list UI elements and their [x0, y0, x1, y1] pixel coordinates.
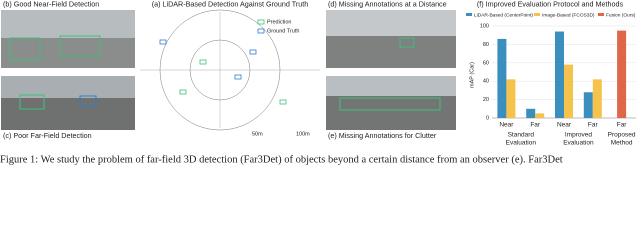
page: {"panels": { "b": {"title": "(b) Good Ne… — [0, 0, 636, 166]
legend-swatch — [598, 13, 604, 16]
box — [19, 94, 45, 110]
ring-label: 100m — [296, 131, 310, 137]
bar — [592, 79, 602, 118]
x-tick-label: Far — [617, 122, 628, 129]
bar — [617, 30, 627, 119]
group-label: Method — [611, 140, 633, 147]
group-label: Proposed — [608, 132, 636, 139]
x-tick-label: Far — [588, 122, 599, 129]
figure: Prediction Ground Truth 50m 100m (b) Goo… — [0, 0, 636, 165]
group-label: Improved — [565, 132, 592, 139]
lidar-boxes — [159, 39, 287, 105]
group-label: Evaluation — [506, 140, 537, 147]
bar — [583, 92, 593, 118]
photo-sky — [1, 76, 135, 98]
bar — [497, 38, 507, 118]
bar — [535, 113, 545, 118]
legend-label: Prediction — [267, 19, 291, 25]
y-tick-label: 60 — [483, 60, 489, 66]
legend-label: Image-Based (FCOS3D) — [542, 12, 595, 18]
box — [79, 95, 97, 107]
chart-title: (f) Improved Evaluation Protocol and Met… — [477, 0, 624, 8]
photo-sky — [1, 10, 135, 38]
legend-label: Ground Truth — [267, 28, 299, 34]
panel-title: (c) Poor Far-Field Detection — [3, 131, 92, 140]
group-label: Evaluation — [563, 140, 594, 147]
panel-title: (b) Good Near-Field Detection — [3, 0, 99, 8]
x-tick-label: Far — [530, 122, 541, 129]
box — [339, 97, 441, 111]
box — [59, 35, 101, 57]
group-label: Standard — [508, 132, 535, 139]
box — [399, 37, 415, 48]
y-tick-label: 0 — [486, 115, 489, 121]
y-tick-label: 80 — [483, 42, 489, 48]
panel-title: (e) Missing Annotations for Clutter — [328, 131, 437, 140]
lidar-view — [140, 9, 320, 131]
caption: Figure 1: We study the problem of far-fi… — [0, 154, 563, 165]
x-tick-label: Near — [557, 122, 572, 129]
bar — [564, 64, 573, 118]
panel-title: (d) Missing Annotations at a Distance — [328, 0, 447, 8]
legend-swatch — [466, 13, 472, 16]
legend-swatch — [257, 19, 265, 25]
bar — [506, 79, 516, 118]
y-tick-label: 20 — [483, 97, 489, 103]
legend-swatch — [534, 13, 540, 16]
box — [9, 37, 41, 61]
photo-sky — [326, 10, 456, 36]
y-tick-label: 40 — [483, 79, 489, 85]
panel-title: (a) LiDAR-Based Detection Against Ground… — [152, 0, 309, 8]
y-axis-label: mAP (Car) — [469, 62, 475, 88]
photo-sky — [326, 76, 456, 96]
x-tick-label: Near — [499, 122, 514, 129]
y-tick-label: 100 — [480, 23, 489, 29]
legend-label: Fusion (Ours) — [606, 12, 636, 18]
bar — [555, 31, 564, 118]
legend-swatch — [257, 28, 265, 34]
bar — [526, 108, 536, 118]
ring-label: 50m — [252, 131, 263, 137]
legend-label: LiDAR-Based (CenterPoint) — [474, 12, 533, 18]
